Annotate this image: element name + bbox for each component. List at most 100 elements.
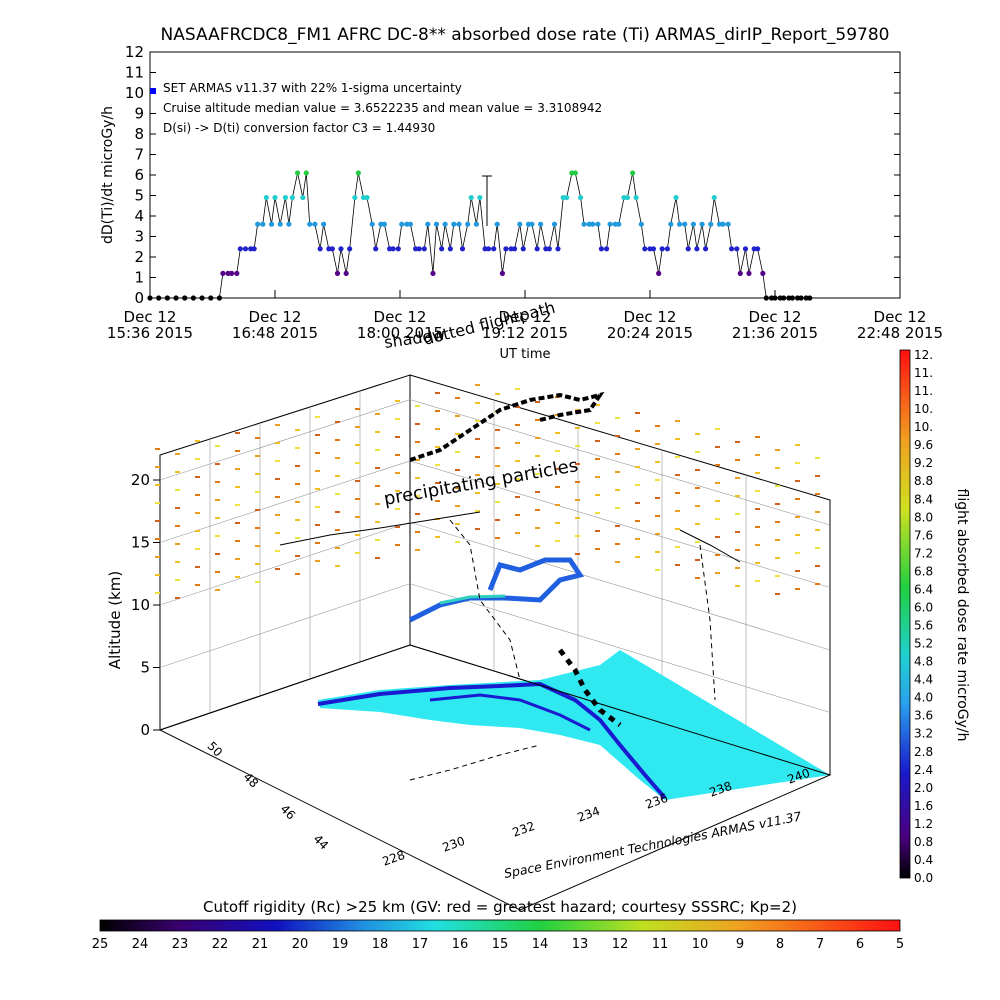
- particle-mark: [155, 448, 160, 450]
- particle-mark: [735, 441, 740, 443]
- annotation-1: SET ARMAS v11.37 with 22% 1-sigma uncert…: [163, 81, 462, 95]
- particle-mark: [315, 542, 320, 544]
- particle-mark: [695, 541, 700, 543]
- particle-mark: [795, 552, 800, 554]
- particle-mark: [235, 576, 240, 578]
- particle-mark: [335, 457, 340, 459]
- particle-mark: [555, 486, 560, 488]
- particle-mark: [575, 427, 580, 429]
- particle-mark: [415, 423, 420, 425]
- lat-tick-label: 46: [277, 802, 298, 823]
- x-tick-label-date: Dec 12: [374, 308, 427, 326]
- rc-tick-label: 13: [572, 937, 589, 952]
- flight-shadow-right: [679, 529, 741, 563]
- flight-track-ground: [558, 648, 622, 727]
- dose-tick-label: 10.: [914, 402, 933, 416]
- particle-mark: [555, 504, 560, 506]
- particle-mark: [595, 422, 600, 424]
- particle-mark: [675, 528, 680, 530]
- particle-mark: [375, 557, 380, 559]
- flight-shadow-top: [409, 391, 605, 462]
- rc-tick-label: 19: [332, 937, 349, 952]
- particle-mark: [215, 553, 220, 555]
- particle-mark: [315, 560, 320, 562]
- data-point: [760, 270, 766, 276]
- particle-mark: [275, 478, 280, 480]
- dose-tick-label: 1.6: [914, 799, 933, 813]
- particle-mark: [255, 545, 260, 547]
- particle-mark: [735, 459, 740, 461]
- particle-mark: [615, 525, 620, 527]
- data-point: [551, 221, 558, 227]
- particle-mark: [775, 539, 780, 541]
- dose-tick-label: 9.6: [914, 438, 933, 452]
- data-point: [251, 246, 257, 252]
- particle-mark: [555, 468, 560, 470]
- particle-mark: [275, 514, 280, 516]
- particle-mark: [575, 499, 580, 501]
- particle-mark: [175, 453, 180, 455]
- particle-mark: [495, 483, 500, 485]
- particle-mark: [415, 441, 420, 443]
- particle-mark: [715, 428, 720, 430]
- dose-tick-label: 10.: [914, 420, 933, 434]
- data-point: [317, 246, 323, 252]
- caption: Space Environment Technologies ARMAS v11…: [503, 808, 803, 880]
- particle-mark: [675, 564, 680, 566]
- coastline-inner: [429, 693, 591, 732]
- data-point: [352, 194, 358, 201]
- rc-tick-label: 6: [856, 937, 864, 952]
- particle-mark: [195, 584, 200, 586]
- data-point: [728, 246, 735, 252]
- particle-mark: [575, 481, 580, 483]
- y-tick-label: 11: [125, 64, 144, 82]
- particle-mark: [755, 454, 760, 456]
- particle-mark: [295, 447, 300, 449]
- y-axis-label: dD(Ti)/dt microGy/h: [100, 106, 116, 244]
- particle-mark: [415, 531, 420, 533]
- rc-tick-label: 5: [896, 937, 904, 952]
- particle-mark: [615, 471, 620, 473]
- dose-tick-label: 2.0: [914, 781, 933, 795]
- flight-track-dashed: [409, 519, 716, 781]
- particle-mark: [335, 475, 340, 477]
- data-point: [650, 246, 657, 252]
- data-point: [421, 246, 427, 252]
- coastline: [317, 681, 667, 800]
- particle-mark: [775, 449, 780, 451]
- particle-mark: [575, 553, 580, 555]
- data-point: [555, 246, 561, 252]
- x-tick-label-time: 19:12 2015: [482, 324, 568, 342]
- particle-mark: [635, 412, 640, 414]
- grid-line: [159, 521, 831, 651]
- particle-mark: [655, 443, 660, 445]
- particle-mark: [715, 500, 720, 502]
- rc-tick-label: 21: [252, 937, 269, 952]
- z-tick-label: 0: [140, 721, 150, 739]
- particle-mark: [195, 512, 200, 514]
- particle-mark: [295, 483, 300, 485]
- particle-mark: [735, 495, 740, 497]
- dose-tick-label: 5.6: [914, 619, 933, 633]
- data-point: [742, 246, 749, 252]
- data-point: [673, 194, 679, 201]
- data-point: [355, 170, 361, 176]
- data-point: [685, 246, 691, 252]
- particle-mark: [295, 519, 300, 521]
- data-point: [147, 295, 153, 301]
- particle-mark: [715, 446, 720, 448]
- x-tick-label-time: 21:36 2015: [732, 324, 818, 342]
- particle-mark: [795, 534, 800, 536]
- particle-mark: [635, 538, 640, 540]
- data-point: [373, 246, 379, 252]
- label-precipitating: precipitating particles: [382, 455, 579, 510]
- particle-mark: [315, 434, 320, 436]
- particle-mark: [395, 418, 400, 420]
- data-point: [659, 246, 665, 252]
- particle-mark: [695, 577, 700, 579]
- particle-mark: [655, 425, 660, 427]
- particle-mark: [395, 508, 400, 510]
- data-point: [699, 221, 705, 227]
- data-point: [442, 221, 448, 227]
- particle-mark: [215, 499, 220, 501]
